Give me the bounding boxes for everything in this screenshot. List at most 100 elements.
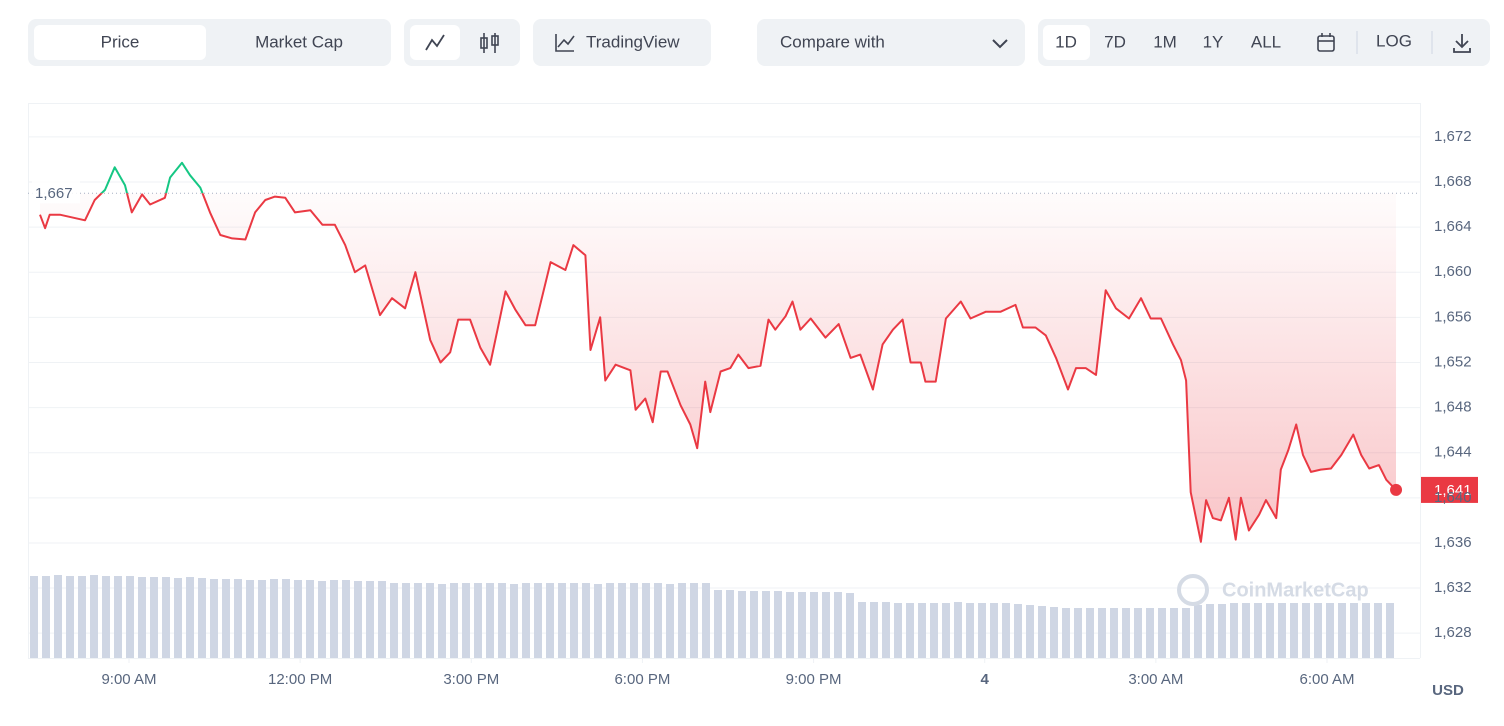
volume-bar [606,583,614,658]
volume-bar [918,603,926,658]
range-button[interactable]: 1Y [1203,32,1224,51]
volume-bar [1086,608,1094,658]
y-tick-label: 1,660 [1434,263,1472,280]
volume-bar [1014,604,1022,658]
volume-bar [210,579,218,658]
volume-bar [1374,603,1382,658]
range-button[interactable]: 1D [1055,32,1077,51]
compare-dropdown[interactable] [757,19,1025,66]
price-tab[interactable]: Price [101,32,140,51]
volume-bar [678,583,686,658]
volume-bar [1098,608,1106,658]
range-button[interactable]: ALL [1251,32,1281,51]
volume-bar [654,583,662,658]
x-tick-label: 6:00 AM [1299,671,1354,688]
tradingview-button[interactable] [533,19,711,66]
volume-bar [510,584,518,658]
volume-bar [90,575,98,658]
volume-bar [498,583,506,658]
download-icon[interactable] [1453,34,1471,53]
y-tick-label: 1,644 [1434,444,1472,461]
volume-bar [822,592,830,658]
volume-bar [714,590,722,658]
volume-bar [762,591,770,658]
volume-bar [114,576,122,658]
tradingview-label[interactable]: TradingView [586,32,680,51]
last-price-dot [1390,483,1403,496]
volume-bar [1038,606,1046,658]
line-icon [425,34,445,51]
volume-bar [870,602,878,658]
volume-bar [138,577,146,658]
volume-bar [846,593,854,658]
volume-bar [522,583,530,658]
volume-bar [1386,603,1394,658]
volume-bar [426,583,434,658]
volume-bar [402,583,410,658]
volume-bar [906,603,914,658]
volume-bar [162,577,170,658]
volume-bar [1290,603,1298,658]
volume-bar [1062,608,1070,658]
compare-label[interactable]: Compare with [780,32,885,51]
volume-bar [978,603,986,658]
volume-bar [102,576,110,658]
volume-bar [1110,608,1118,658]
volume-bar [66,576,74,658]
volume-bar [834,592,842,658]
volume-bar [354,581,362,658]
y-tick-label: 1,668 [1434,173,1472,190]
volume-bar [1182,608,1190,658]
volume-bar [78,576,86,658]
volume-bar [858,602,866,658]
volume-bar [558,583,566,658]
x-tick-label: 9:00 PM [786,671,842,688]
tradingview-icon [555,34,575,52]
volume-bar [390,583,398,658]
log-button[interactable]: LOG [1376,31,1412,50]
volume-bar [54,575,62,658]
volume-bar [786,592,794,658]
volume-bar [198,578,206,658]
market-cap-tab[interactable]: Market Cap [255,32,343,51]
volume-bar [126,576,134,658]
watermark-text: CoinMarketCap [1222,579,1369,601]
x-tick-label: 3:00 AM [1128,671,1183,688]
volume-bar [1362,603,1370,658]
volume-bar [630,583,638,658]
volume-bar [1230,603,1238,658]
volume-bar [966,603,974,658]
selected-pill [1043,25,1090,60]
volume-bar [666,584,674,658]
volume-bar [438,584,446,658]
volume-bar [234,579,242,658]
volume-bar [930,603,938,658]
range-button[interactable]: 1M [1153,32,1177,51]
baseline-label-bg [32,181,80,204]
volume-bar [378,581,386,658]
volume-bar [942,603,950,658]
volume-bar [1266,603,1274,658]
volume-bar [270,579,278,658]
candle-icon[interactable] [480,33,499,53]
calendar-icon[interactable] [1317,33,1335,52]
volume-bar [222,579,230,658]
volume-bar [726,590,734,658]
range-button[interactable]: 7D [1104,32,1126,51]
volume-bar [342,580,350,658]
selected-pill [34,25,206,60]
volume-bar [594,584,602,658]
volume-bar [1002,603,1010,658]
y-tick-label: 1,652 [1434,353,1472,370]
x-tick-label: 12:00 PM [268,671,332,688]
y-tick-label: 1,648 [1434,399,1472,416]
volume-bar [1338,603,1346,658]
volume-bar [990,603,998,658]
baseline-label: 1,667 [35,185,73,202]
volume-bar [1302,603,1310,658]
x-tick-label: 6:00 PM [614,671,670,688]
volume-bar [318,581,326,658]
volume-bar [1158,608,1166,658]
